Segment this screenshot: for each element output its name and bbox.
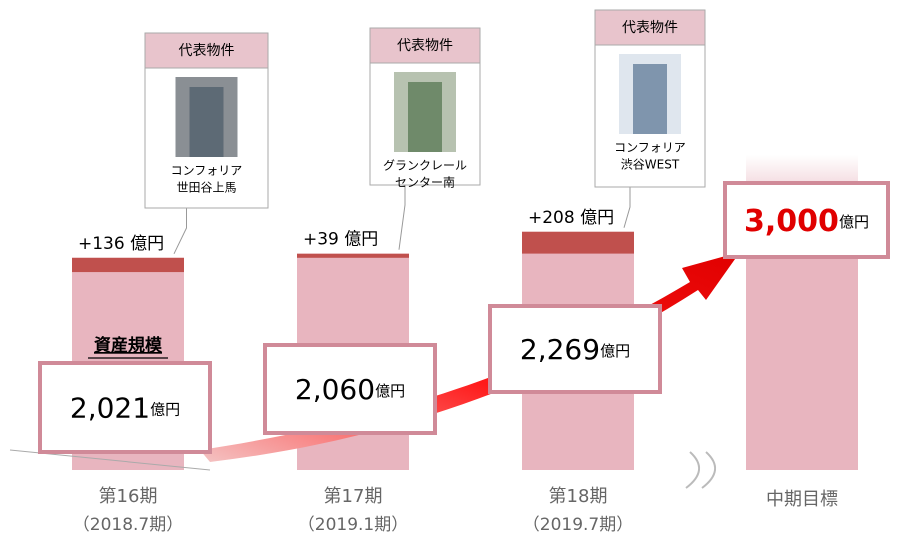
value-number: 3,000: [744, 204, 839, 239]
value-unit: 億円: [375, 382, 405, 400]
value-number: 2,269: [520, 333, 600, 366]
increment-segment: [522, 231, 634, 254]
value-label: 2,269億円: [520, 333, 630, 366]
increment-label: +39 億円: [303, 230, 378, 250]
value-number: 2,021: [70, 392, 150, 425]
category-sublabel: （2019.7期）: [523, 515, 633, 535]
connector: [623, 187, 631, 228]
category-label: 第16期: [99, 486, 158, 507]
category-label: 中期目標: [766, 489, 838, 510]
increment-label: +136 億円: [78, 234, 164, 254]
increment-segment: [297, 253, 409, 258]
increment-segment: [72, 257, 184, 273]
value-unit: 億円: [600, 342, 630, 360]
category-sublabel: （2019.1期）: [298, 515, 408, 535]
growth-arrow: [200, 252, 740, 462]
property-name: コンフォリア: [614, 141, 686, 155]
card-header-bg: [594, 9, 706, 46]
break-mark: [685, 451, 716, 489]
value-unit: 億円: [839, 213, 869, 231]
property-photo-building: [408, 82, 442, 152]
card-header-bg: [369, 27, 481, 64]
value-label: 3,000億円: [744, 204, 869, 239]
increment-label: +208 億円: [528, 208, 614, 228]
property-name: センター南: [395, 175, 455, 190]
card-header: 代表物件: [622, 20, 678, 36]
category-label: 第18期: [549, 486, 608, 507]
value-box: [263, 343, 437, 435]
property-photo-building: [189, 87, 224, 157]
value-unit: 億円: [150, 400, 180, 418]
category-label: 第17期: [324, 486, 383, 507]
property-name: コンフォリア: [171, 164, 243, 178]
value-box: [488, 304, 662, 394]
card-header-bg: [144, 32, 269, 69]
property-name: 渋谷WEST: [621, 158, 680, 172]
value-box: [723, 181, 890, 259]
connector: [173, 208, 187, 255]
card-header: 代表物件: [397, 38, 453, 54]
value-label: 2,021億円: [70, 392, 180, 425]
property-name: グランクレール: [383, 159, 467, 173]
card-header: 代表物件: [179, 43, 235, 59]
property-photo-building: [633, 64, 667, 134]
series-label: 資産規模: [94, 335, 163, 356]
property-name: 世田谷上馬: [176, 181, 236, 195]
value-box: [38, 361, 212, 454]
connector: [398, 185, 406, 250]
value-label: 2,060億円: [295, 373, 405, 406]
category-sublabel: （2018.7期）: [73, 515, 183, 535]
value-number: 2,060: [295, 373, 375, 406]
